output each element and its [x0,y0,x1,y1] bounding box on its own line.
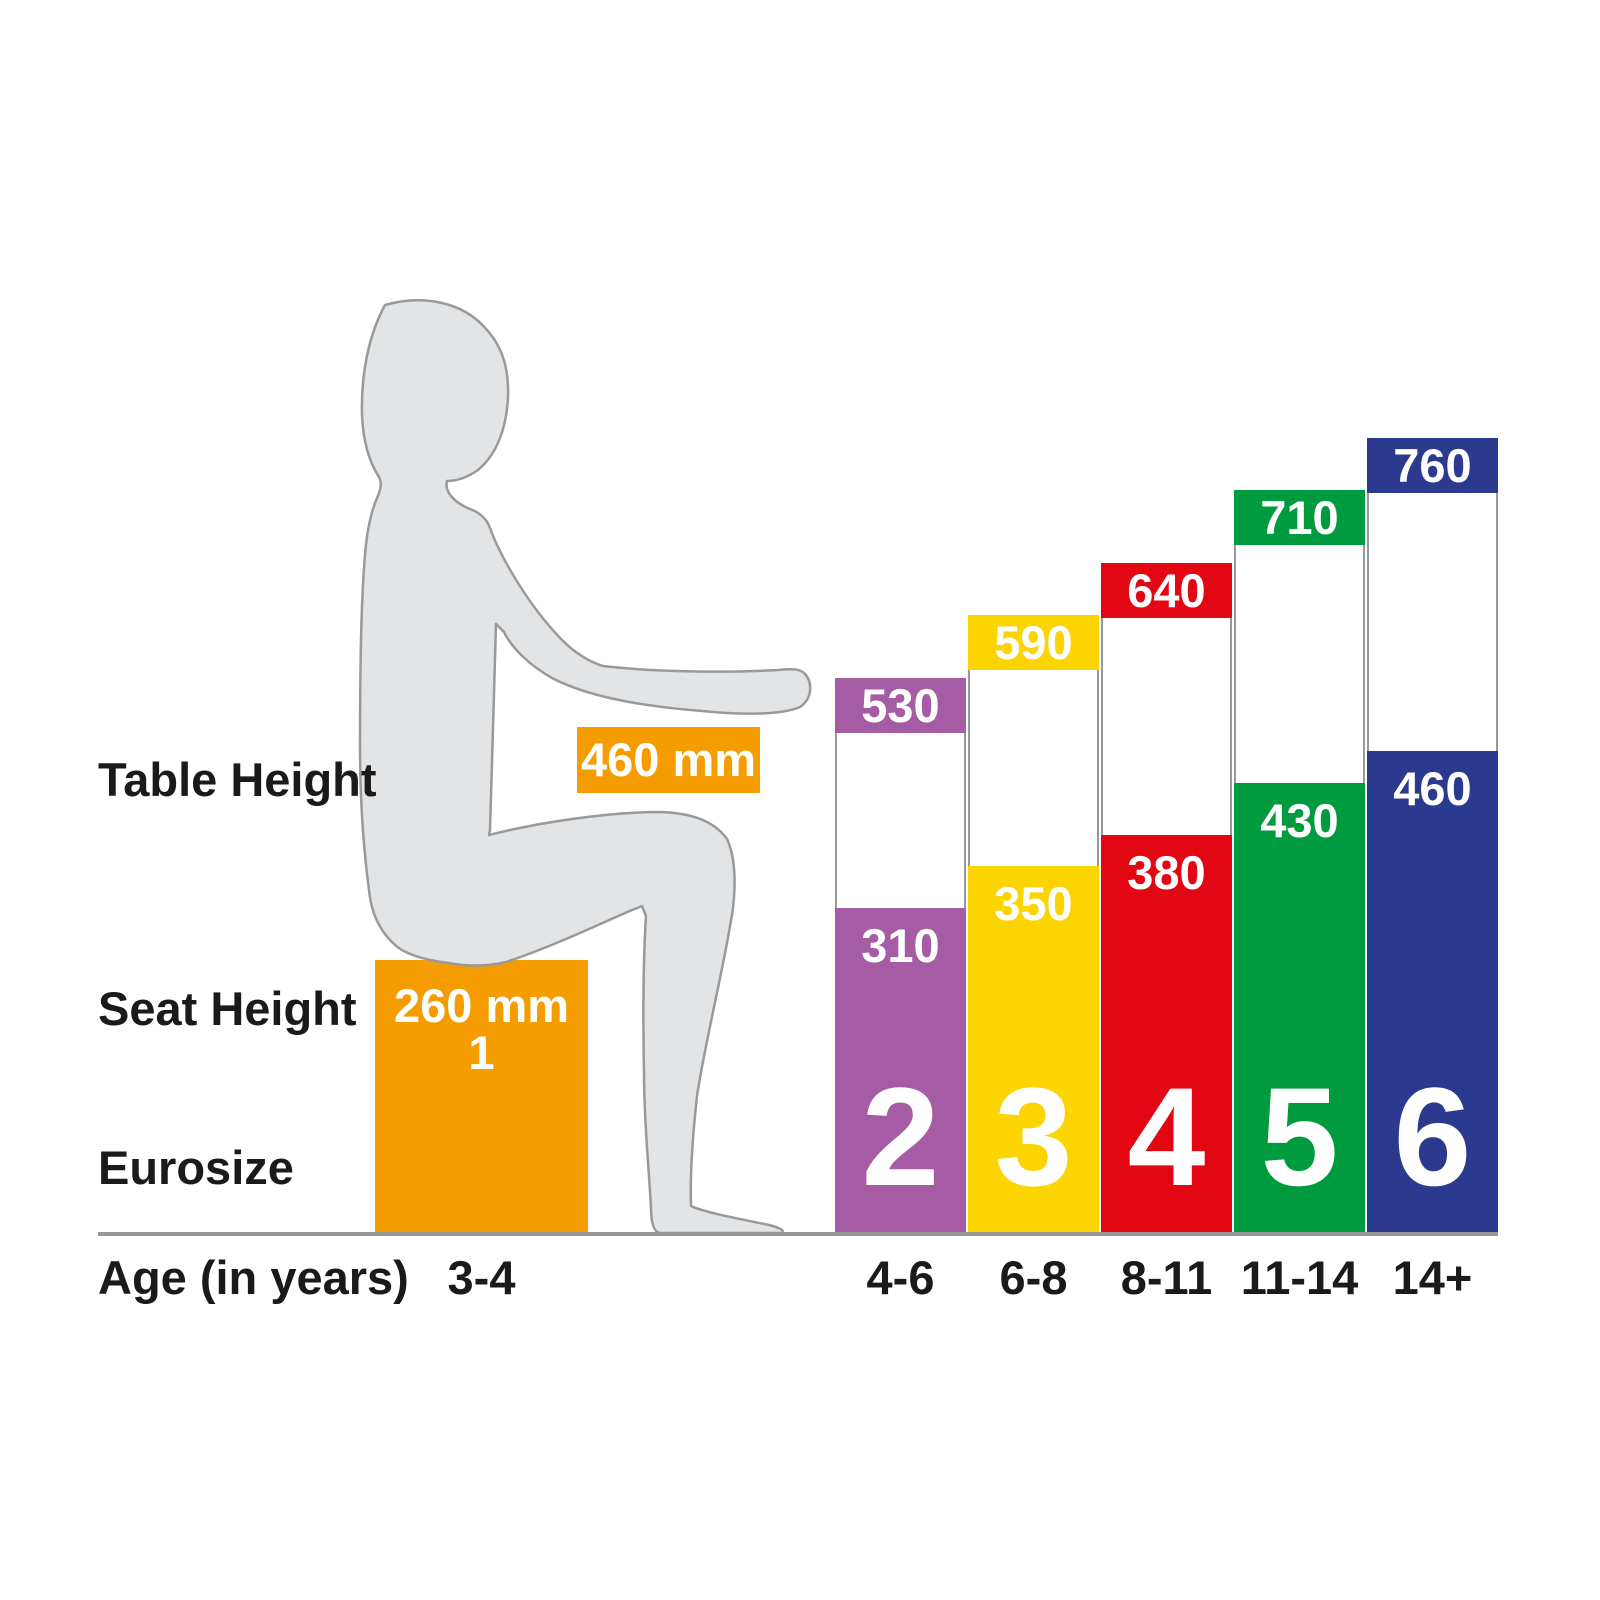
age-label: 4-6 [866,1251,935,1304]
eurosize-label: Eurosize [98,1141,294,1194]
age-label-heading: Age (in years) [98,1251,409,1304]
age-label: 3-4 [447,1251,516,1304]
seat-height-label: Seat Height [98,982,357,1035]
eurosize-column: 760 460 6 [1367,438,1498,1232]
age-label: 8-11 [1120,1251,1213,1304]
table-height-badge: 710 [1234,490,1365,545]
eurosize-digit: 1 [468,1026,495,1079]
age-label: 11-14 [1240,1251,1359,1304]
age-label: 14+ [1392,1251,1473,1304]
seat-height-value: 260 mm [393,979,570,1032]
column-gap [968,670,1099,866]
seat-height-value: 380 [1127,846,1206,899]
table-height-badge: 640 [1101,563,1232,618]
table-height-badge: 460 mm [577,727,760,793]
seat-height-value: 310 [861,919,940,972]
column-gap [1101,618,1232,835]
seat-height-segment: 430 [1234,783,1365,1232]
seat-height-value: 460 [1393,762,1472,815]
eurosize-digit: 2 [861,1058,940,1215]
eurosize-digit: 4 [1127,1058,1206,1215]
table-height-badge: 760 [1367,438,1498,493]
floor-line [98,1232,1498,1236]
seat-height-segment: 380 [1101,835,1232,1232]
eurosize-digit: 6 [1393,1058,1472,1215]
eurosize-column: 590 350 3 [968,615,1099,1232]
seat-height-segment: 260 mm 1 [375,960,588,1232]
seat-height-segment: 460 [1367,751,1498,1232]
table-height-badge: 530 [835,678,966,733]
column-gap [835,733,966,908]
eurosize-column: 640 380 4 [1101,563,1232,1232]
age-label: 6-8 [999,1251,1068,1304]
column-gap [1234,545,1365,783]
table-height-badge: 590 [968,615,1099,670]
seat-height-segment: 350 [968,866,1099,1232]
eurosize-digit: 3 [994,1058,1073,1215]
column-gap [1367,493,1498,751]
eurosize-column: 530 310 2 [835,678,966,1232]
eurosize-digit: 5 [1260,1058,1339,1215]
table-height-label: Table Height [98,753,377,806]
seat-height-value: 350 [994,877,1073,930]
seat-height-segment: 310 [835,908,966,1232]
eurosize-column: 710 430 5 [1234,490,1365,1232]
seat-height-value: 430 [1260,794,1339,847]
